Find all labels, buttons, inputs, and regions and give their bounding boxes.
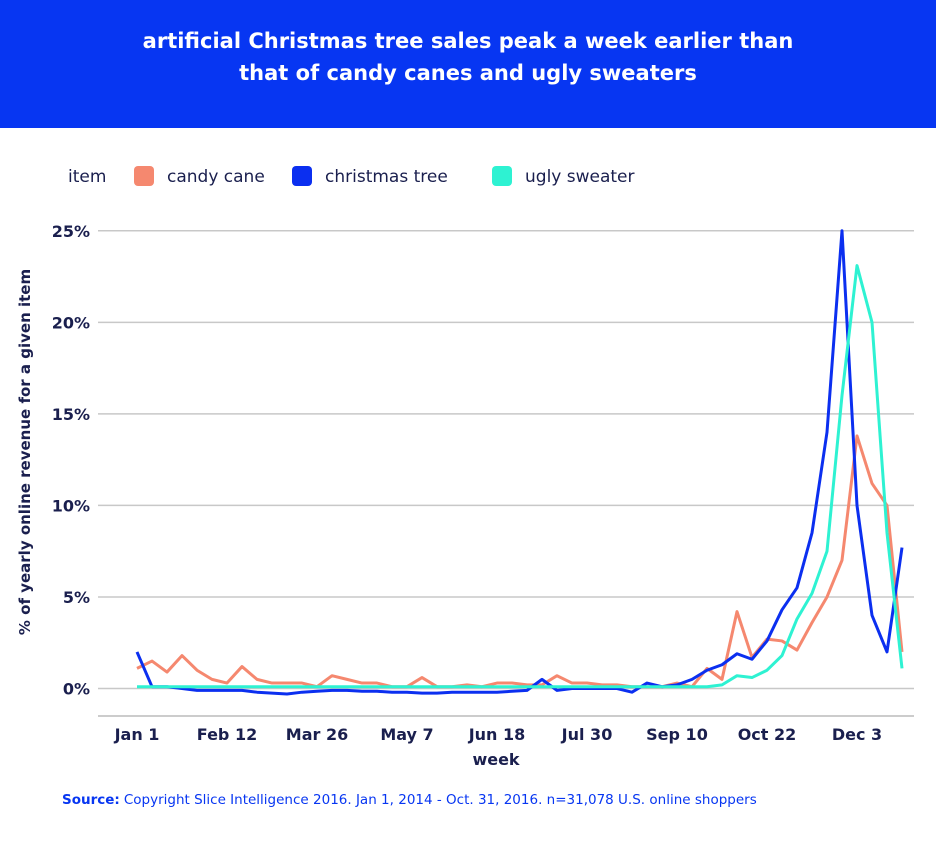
header-band bbox=[0, 0, 936, 128]
legend-swatch bbox=[134, 166, 154, 186]
x-tick-label: Sep 10 bbox=[646, 725, 708, 744]
x-tick-label: Jan 1 bbox=[114, 725, 160, 744]
x-tick-label: Jun 18 bbox=[468, 725, 526, 744]
source-text: Copyright Slice Intelligence 2016. Jan 1… bbox=[124, 792, 757, 808]
x-axis-label: week bbox=[472, 750, 519, 769]
y-axis-label: % of yearly online revenue for a given i… bbox=[16, 269, 34, 635]
series-line bbox=[136, 434, 904, 689]
x-tick-label: Dec 3 bbox=[832, 725, 882, 744]
x-tick-label: Jul 30 bbox=[561, 725, 613, 744]
chart-title: that of candy canes and ugly sweaters bbox=[239, 61, 697, 85]
source: Source: Copyright Slice Intelligence 2016… bbox=[62, 792, 757, 808]
legend-label: candy cane bbox=[167, 167, 265, 187]
legend-title: item bbox=[68, 167, 106, 187]
series-line bbox=[137, 264, 904, 689]
x-tick-label: Feb 12 bbox=[197, 725, 257, 744]
y-tick-label: 20% bbox=[52, 313, 90, 332]
y-tick-label: 0% bbox=[63, 680, 90, 699]
source-label: Source: bbox=[62, 792, 120, 808]
x-tick-label: May 7 bbox=[380, 725, 433, 744]
y-tick-label: 5% bbox=[63, 588, 90, 607]
legend-label: christmas tree bbox=[325, 167, 448, 187]
legend-swatch bbox=[292, 166, 312, 186]
legend-swatch bbox=[492, 166, 512, 186]
x-tick-label: Oct 22 bbox=[738, 725, 797, 744]
chart-title: artificial Christmas tree sales peak a w… bbox=[143, 29, 794, 53]
legend-label: ugly sweater bbox=[525, 167, 635, 187]
y-tick-label: 15% bbox=[52, 405, 90, 424]
y-tick-label: 10% bbox=[52, 496, 90, 515]
x-tick-label: Mar 26 bbox=[286, 725, 348, 744]
series-line bbox=[135, 229, 904, 696]
y-tick-label: 25% bbox=[52, 222, 90, 241]
